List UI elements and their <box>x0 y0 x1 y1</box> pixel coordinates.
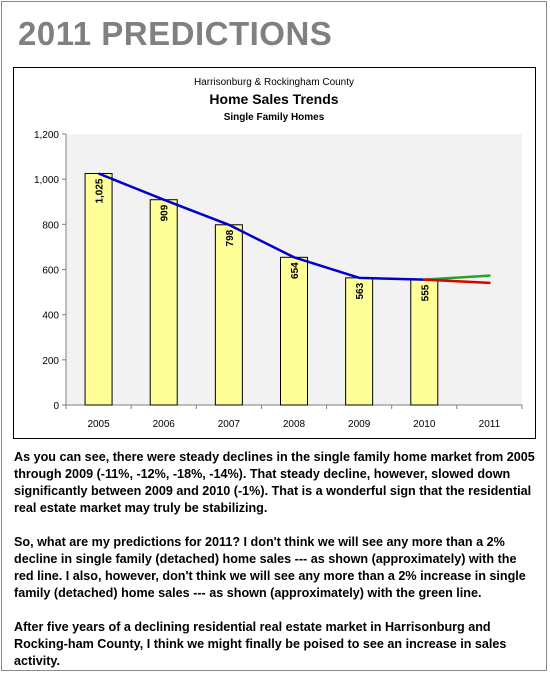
y-tick-label: 1,200 <box>34 130 59 141</box>
y-tick-label: 800 <box>42 220 59 231</box>
data-label: 563 <box>355 282 366 299</box>
x-tick-label: 2007 <box>218 419 241 430</box>
data-label: 555 <box>420 284 431 301</box>
paragraph-2: So, what are my predictions for 2011? I … <box>14 535 526 600</box>
data-label: 654 <box>290 262 301 279</box>
x-tick-label: 2010 <box>413 419 436 430</box>
bar <box>410 279 439 406</box>
x-tick-label: 2011 <box>479 419 501 430</box>
projection-line <box>423 278 491 285</box>
bar <box>84 173 113 406</box>
x-tick-label: 2005 <box>87 419 110 430</box>
chart-title: Home Sales Trends <box>209 91 338 107</box>
x-tick-label: 2006 <box>153 419 176 430</box>
page-title: 2011 PREDICTIONS <box>18 15 333 52</box>
body-text: As you can see, there were steady declin… <box>14 449 538 687</box>
paragraph-3: After five years of a declining resident… <box>14 620 507 668</box>
y-tick-label: 600 <box>42 266 59 277</box>
y-tick-label: 400 <box>42 311 59 322</box>
trend-line <box>98 172 425 281</box>
chart-frame: Harrisonburg & Rockingham County Home Sa… <box>13 67 536 439</box>
bar <box>214 224 243 406</box>
y-tick-label: 1,000 <box>34 175 59 186</box>
chart-header: Harrisonburg & Rockingham County <box>194 77 354 88</box>
y-tick-label: 200 <box>42 356 59 367</box>
bar <box>280 256 308 406</box>
data-label: 909 <box>160 204 171 221</box>
y-tick-label: 0 <box>53 401 59 412</box>
data-label: 1,025 <box>95 178 106 203</box>
x-tick-label: 2009 <box>348 419 371 430</box>
chart-subtitle: Single Family Homes <box>224 112 325 123</box>
home-sales-chart: Harrisonburg & Rockingham County Home Sa… <box>34 77 523 430</box>
data-label: 798 <box>225 229 236 246</box>
bar <box>345 277 374 406</box>
page-border <box>1 1 547 671</box>
x-tick-label: 2008 <box>283 419 306 430</box>
bar <box>149 199 178 406</box>
paragraph-1: As you can see, there were steady declin… <box>14 450 535 515</box>
